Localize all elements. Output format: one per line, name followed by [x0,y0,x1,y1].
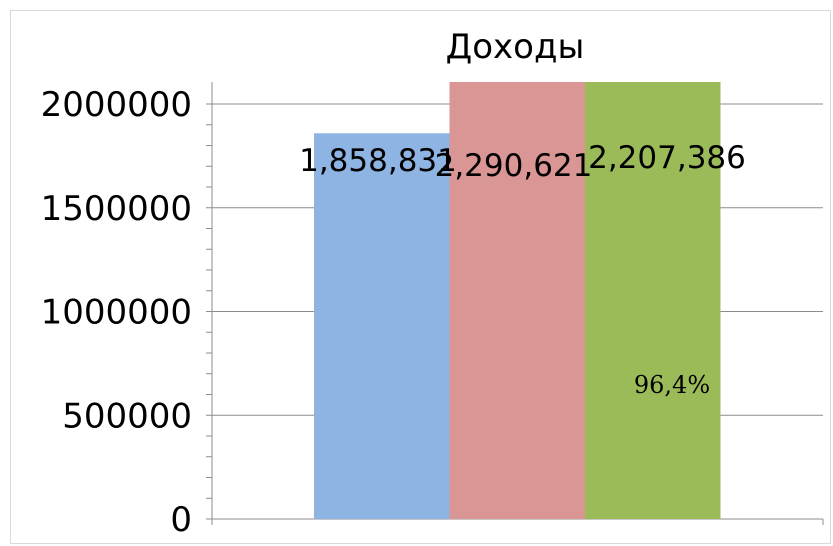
data-label: 2,207,386 [588,140,746,176]
bars [314,82,721,519]
chart-title: Доходы [446,27,585,67]
y-tick-label: 0 [170,500,192,540]
percent-label: 96,4% [634,371,710,399]
y-axis: 0 500000 1000000 1500000 2000000 [41,82,824,540]
bar [585,82,721,519]
y-tick-label: 500000 [62,396,192,436]
data-label: 2,290,621 [435,148,593,184]
y-tick-label: 1500000 [41,189,192,229]
y-tick-label: 2000000 [41,85,192,125]
data-label: 1,858,831 [299,143,457,179]
y-tick-label: 1000000 [41,293,192,333]
bar [449,82,585,519]
bar [314,133,450,519]
